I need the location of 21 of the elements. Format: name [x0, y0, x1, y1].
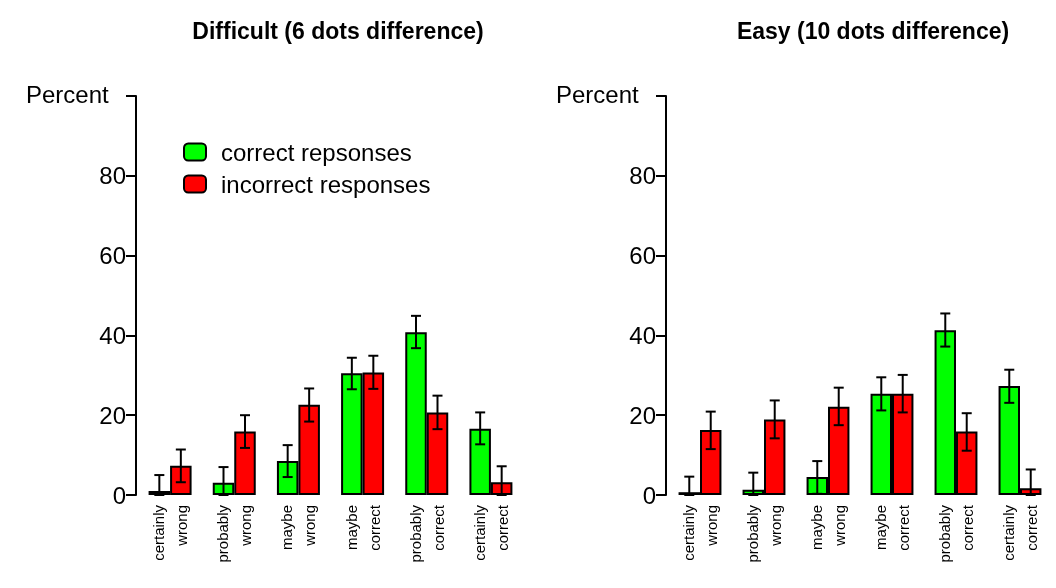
x-tick-label: probably wrong	[214, 504, 255, 563]
y-tick-label: 60	[629, 242, 656, 270]
chart-title: Difficult (6 dots difference)	[192, 17, 484, 44]
y-tick-label: 0	[112, 481, 126, 509]
y-tick-label: 20	[99, 401, 126, 429]
y-axis-title: Percent	[26, 80, 110, 108]
y-tick-label: 60	[99, 242, 126, 270]
x-tick-label: probably wrong	[744, 504, 784, 563]
y-tick-label: 20	[629, 401, 656, 429]
legend-label: incorrect responses	[221, 170, 431, 198]
y-axis-title: Percent	[556, 80, 640, 108]
y-tick-label: 40	[629, 321, 656, 349]
x-tick-label: maybe wrong	[808, 505, 848, 551]
legend-label: correct repsonses	[221, 138, 412, 166]
x-tick-label: certainly wrong	[150, 504, 191, 561]
chart-title: Easy (10 dots difference)	[736, 17, 1010, 44]
y-tick-label: 80	[99, 162, 126, 190]
y-tick-label: 0	[642, 481, 656, 509]
y-tick-label: 80	[629, 162, 656, 190]
x-tick-label: certainly wrong	[680, 504, 720, 561]
y-tick-label: 40	[99, 321, 126, 349]
